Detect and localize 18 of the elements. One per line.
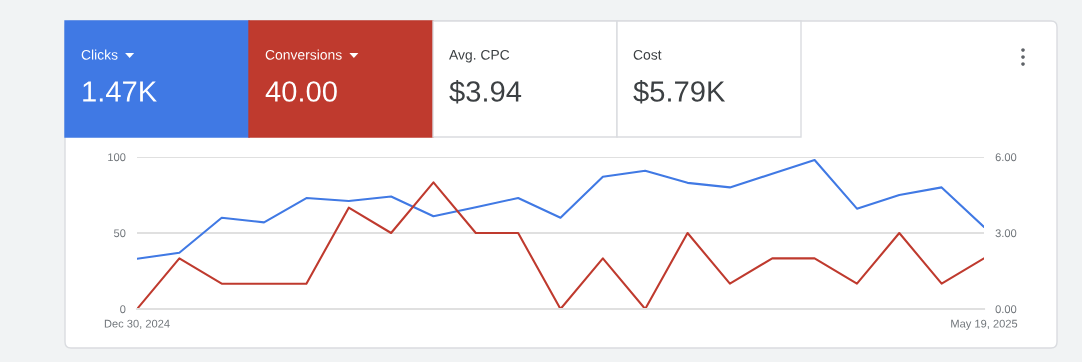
- text: Clicks: [81, 49, 118, 60]
- y2-tick-label: 3.00: [995, 229, 1017, 238]
- text: 40.00: [265, 81, 337, 102]
- text: $3.94: [449, 79, 522, 104]
- y-tick-label: 100: [108, 153, 126, 162]
- text: Conversions: [265, 49, 342, 60]
- text: Avg. CPC: [449, 49, 510, 63]
- x-tick-label: Dec 30, 2024: [104, 319, 170, 329]
- text: $5.79K: [633, 79, 726, 104]
- y2-tick-label: 0.00: [995, 305, 1017, 314]
- x-tick-label: May 19, 2025: [951, 319, 1018, 330]
- line-series: [137, 159, 984, 260]
- line-series: [137, 181, 984, 309]
- y-tick-label: 0: [120, 305, 126, 314]
- y2-tick-label: 6.00: [995, 153, 1017, 162]
- text: 1.47K: [83, 81, 157, 102]
- text: Cost: [633, 49, 662, 60]
- y-tick-label: 50: [113, 229, 126, 238]
